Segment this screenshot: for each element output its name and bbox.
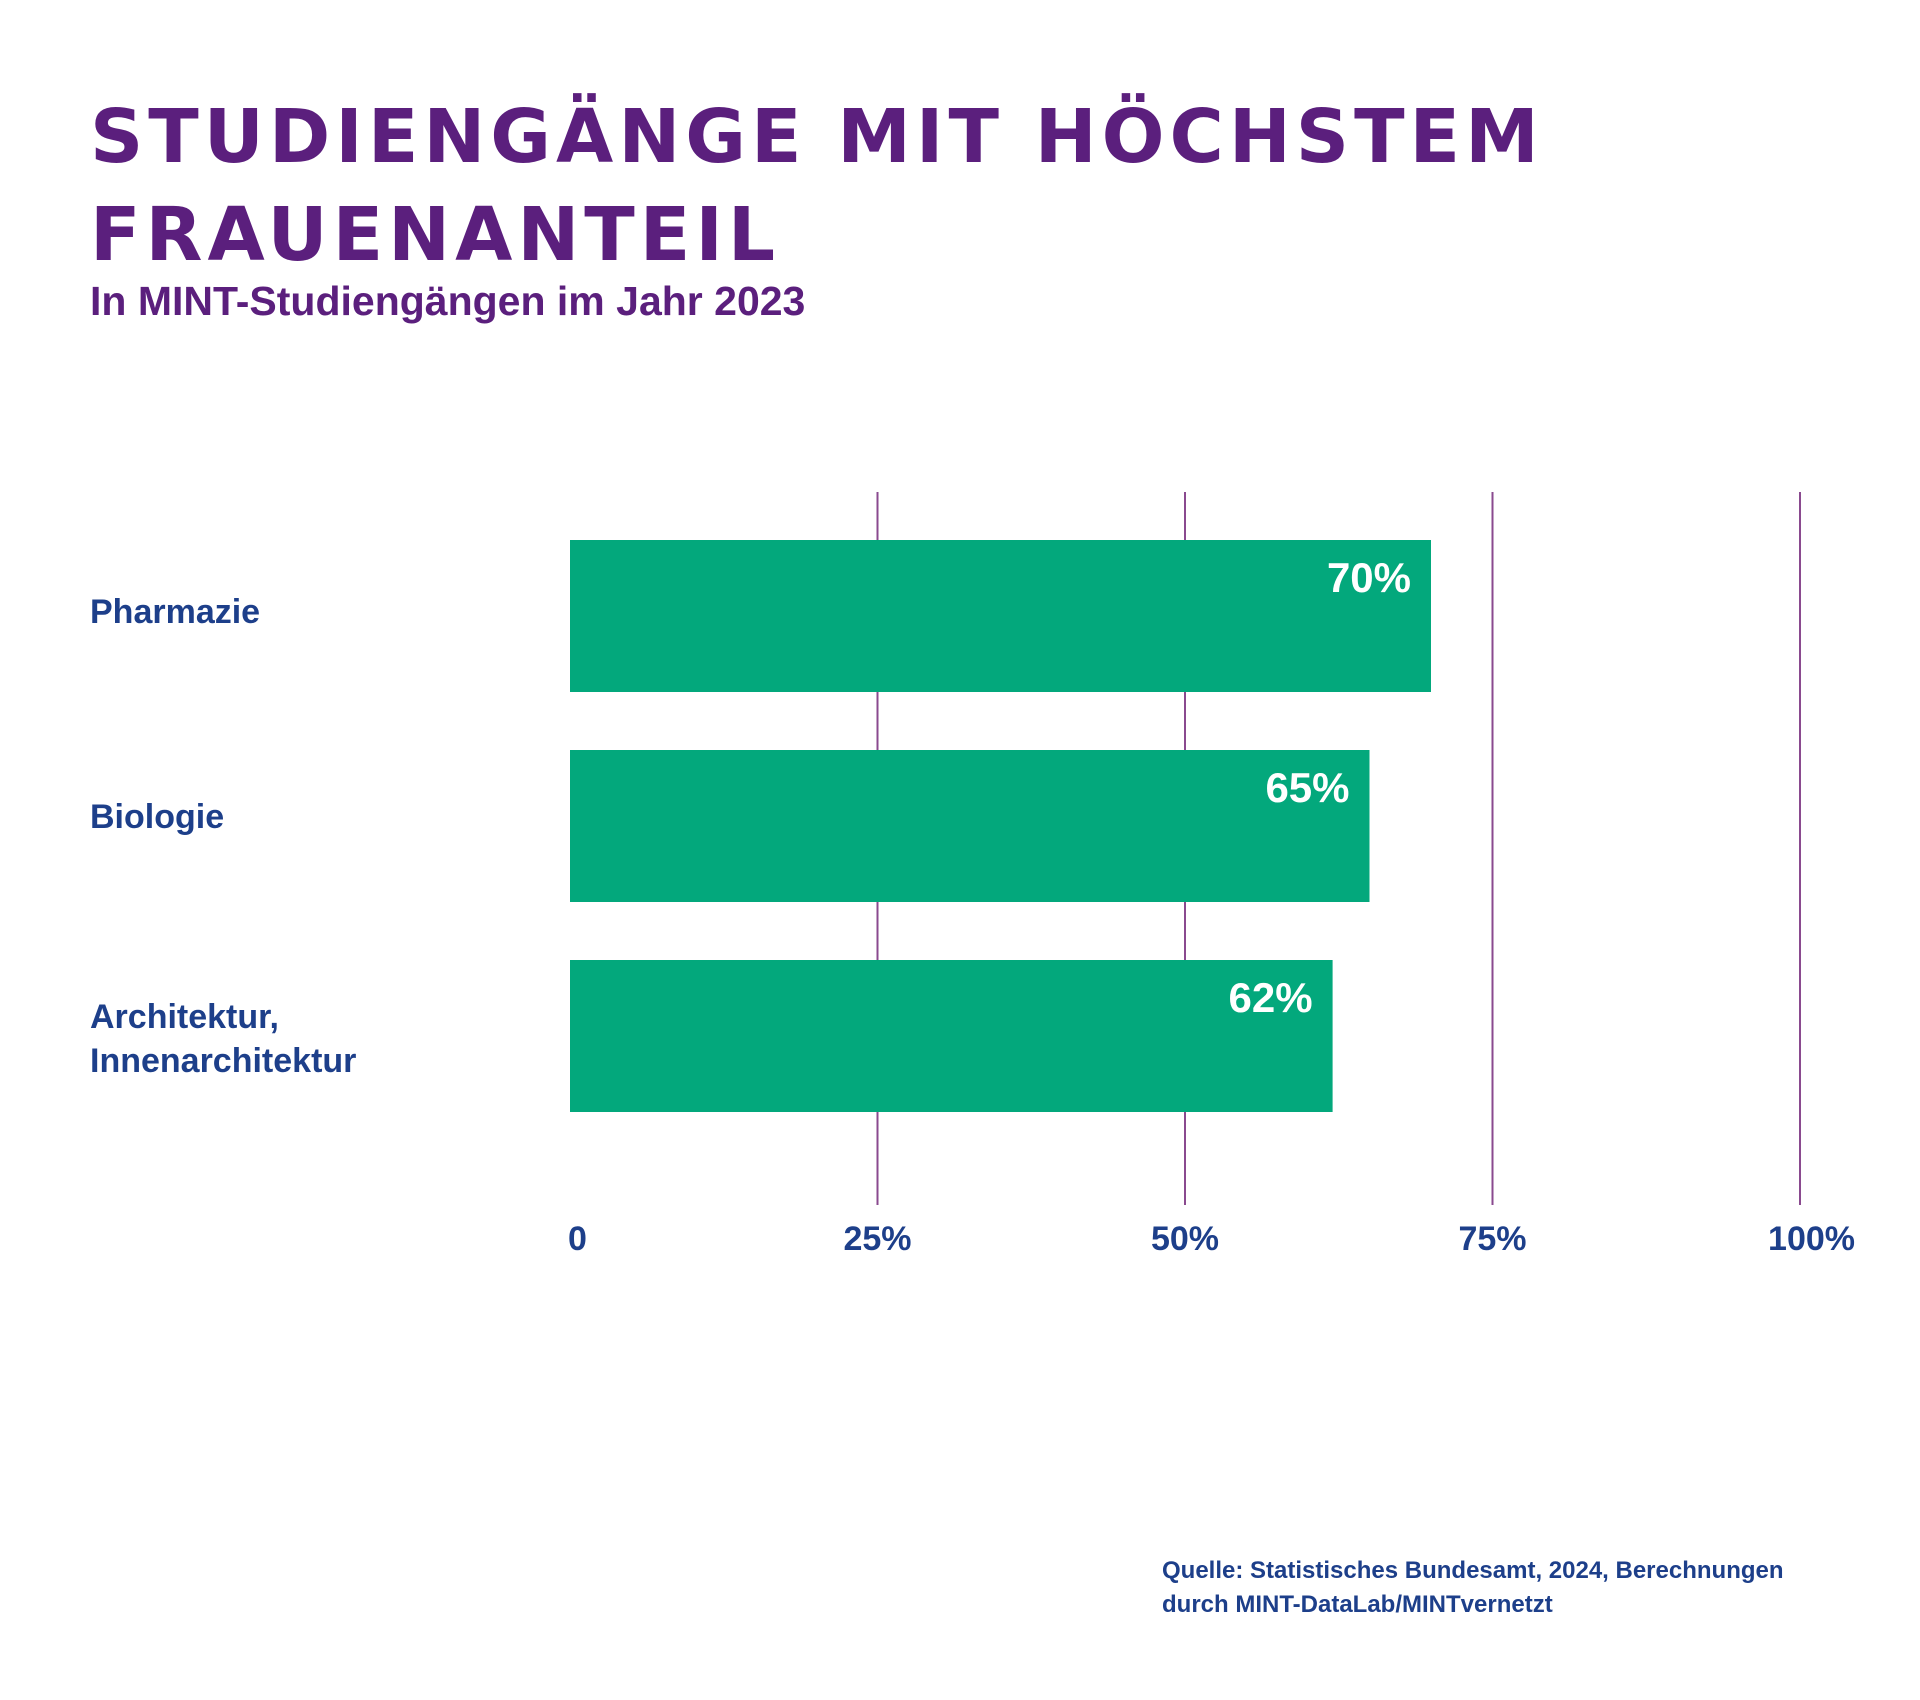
category-label: Pharmazie: [90, 593, 261, 631]
bar-value-label: 70%: [1327, 554, 1411, 601]
bar-chart: 70% 65% 62% 0 25% 50% 75% 100%: [568, 492, 1855, 1258]
bar-2: [570, 960, 1333, 1112]
x-tick-label: 0: [568, 1220, 587, 1258]
source-note: Quelle: Statistisches Bundesamt, 2024, B…: [1162, 1557, 1784, 1618]
chart-title: Studiengänge mit höchstem Frauenanteil: [90, 94, 1544, 278]
bar-0: [570, 540, 1431, 692]
bar-value-label: 62%: [1229, 974, 1313, 1021]
bar-value-label: 65%: [1265, 764, 1349, 811]
x-tick-label: 100%: [1768, 1220, 1855, 1258]
category-label: Architektur, Innenarchitektur: [90, 998, 357, 1080]
category-labels: Pharmazie Biologie Architektur, Innenarchi…: [90, 0, 510, 1200]
chart-subtitle: In MINT-Studiengängen im Jahr 2023: [90, 278, 806, 324]
x-tick-label: 75%: [1458, 1220, 1526, 1258]
category-label: Biologie: [90, 798, 225, 836]
x-tick-label: 50%: [1151, 1220, 1219, 1258]
bar-1: [570, 750, 1370, 902]
x-tick-label: 25%: [843, 1220, 911, 1258]
